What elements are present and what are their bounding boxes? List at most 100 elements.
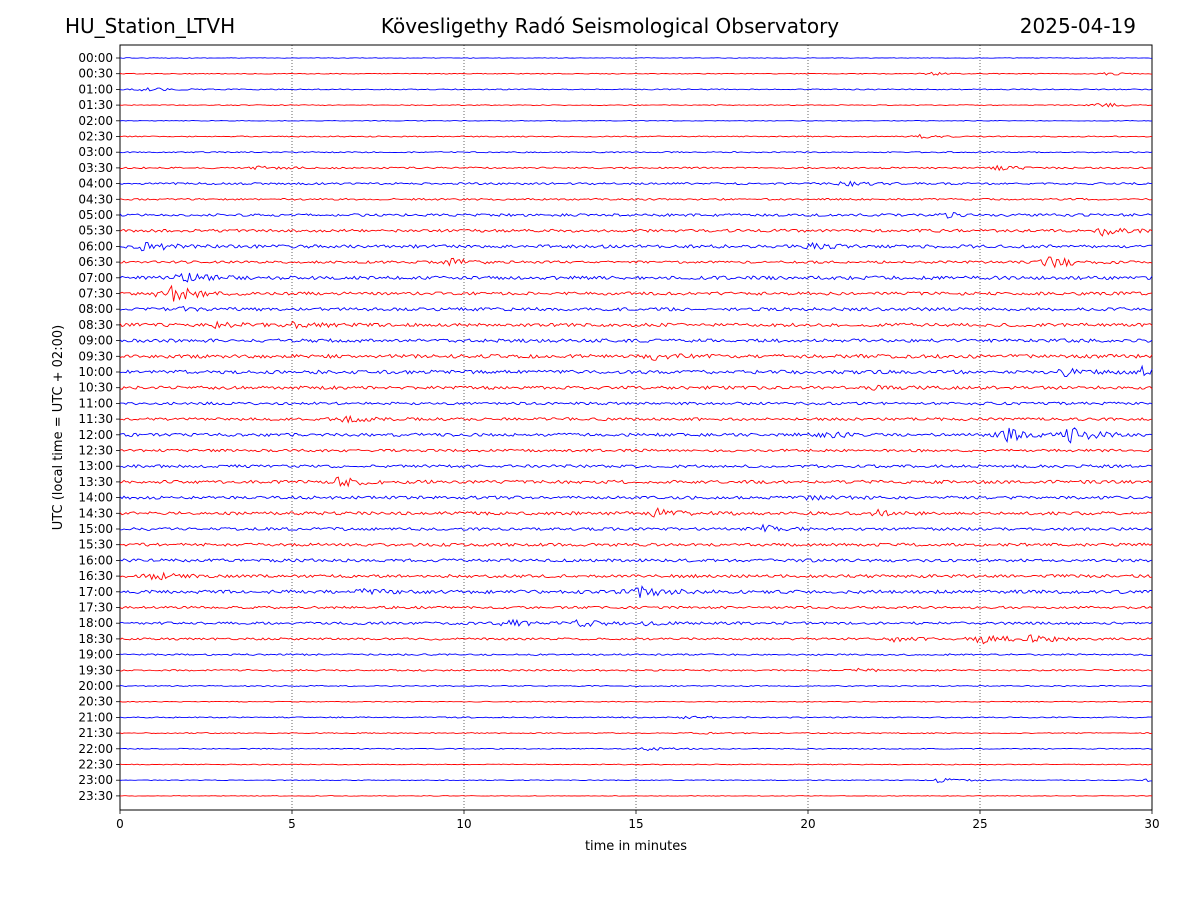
y-tick-label: 02:30 (78, 130, 113, 144)
station-name: HU_Station_LTVH (65, 14, 236, 38)
y-tick-label: 23:00 (78, 773, 113, 787)
trace-0000 (119, 57, 1153, 59)
y-tick-label: 22:30 (78, 758, 113, 772)
y-tick-label: 13:00 (78, 459, 113, 473)
trace-2030 (119, 700, 1153, 703)
trace-0100 (119, 87, 1153, 92)
y-tick-label: 10:30 (78, 381, 113, 395)
y-tick-label: 06:00 (78, 239, 113, 253)
trace-1630 (119, 571, 1153, 581)
y-tick-label: 11:00 (78, 396, 113, 410)
y-tick-label: 19:30 (78, 663, 113, 677)
y-tick-label: 05:00 (78, 208, 113, 222)
trace-2000 (119, 685, 1153, 687)
trace-1300 (119, 464, 1153, 469)
y-axis-label: UTC (local time = UTC + 02:00) (51, 325, 66, 530)
trace-0300 (119, 151, 1153, 154)
x-tick-label: 25 (972, 817, 987, 831)
trace-1530 (119, 542, 1153, 547)
trace-1500 (120, 523, 1153, 533)
trace-0200 (119, 120, 1153, 122)
trace-1130 (119, 414, 1153, 424)
y-tick-label: 18:30 (78, 632, 113, 646)
trace-0830 (119, 320, 1153, 330)
trace-0430 (119, 197, 1153, 201)
y-tick-label: 13:30 (78, 475, 113, 489)
trace-1800 (119, 618, 1153, 627)
y-tick-label: 09:30 (78, 349, 113, 363)
y-tick-label: 15:00 (78, 522, 113, 536)
y-tick-label: 12:00 (78, 428, 113, 442)
trace-0030 (119, 71, 1153, 76)
trace-2200 (119, 747, 1153, 752)
trace-0530 (119, 227, 1153, 237)
y-tick-label: 22:00 (78, 742, 113, 756)
x-tick-label: 15 (628, 817, 643, 831)
trace-0230 (120, 133, 1153, 139)
y-tick-label: 04:00 (78, 177, 113, 191)
x-tick-label: 5 (288, 817, 296, 831)
trace-1030 (119, 384, 1153, 391)
y-tick-label: 03:30 (78, 161, 113, 175)
y-tick-label: 14:30 (78, 506, 113, 520)
trace-1700 (120, 585, 1153, 598)
y-tick-label: 23:30 (78, 789, 113, 803)
trace-0500 (119, 211, 1153, 219)
trace-1830 (119, 634, 1153, 645)
y-tick-label: 07:00 (78, 271, 113, 285)
trace-1400 (119, 494, 1153, 501)
y-tick-label: 00:30 (78, 67, 113, 81)
y-tick-label: 17:00 (78, 585, 113, 599)
trace-0400 (119, 180, 1153, 188)
y-tick-label: 01:30 (78, 98, 113, 112)
y-tick-label: 08:00 (78, 302, 113, 316)
x-tick-label: 30 (1144, 817, 1159, 831)
x-tick-label: 0 (116, 817, 124, 831)
y-tick-label: 16:30 (78, 569, 113, 583)
trace-1200 (119, 427, 1153, 444)
x-axis-label: time in minutes (585, 839, 687, 854)
trace-0600 (119, 241, 1153, 252)
y-tick-label: 07:30 (78, 287, 113, 301)
chart-title: Kövesligethy Radó Seismological Observat… (380, 14, 840, 38)
trace-2230 (119, 763, 1153, 766)
y-tick-label: 17:30 (78, 601, 113, 615)
trace-2330 (120, 795, 1153, 797)
trace-1930 (119, 667, 1153, 673)
trace-1900 (119, 653, 1153, 656)
trace-0630 (120, 256, 1153, 269)
x-tick-label: 10 (456, 817, 471, 831)
y-tick-label: 20:00 (78, 679, 113, 693)
y-tick-label: 16:00 (78, 553, 113, 567)
trace-2100 (119, 715, 1153, 720)
trace-1430 (119, 507, 1153, 518)
trace-0930 (119, 353, 1153, 361)
y-tick-label: 21:00 (78, 710, 113, 724)
y-tick-label: 20:30 (78, 695, 113, 709)
trace-1100 (120, 401, 1153, 406)
y-tick-label: 06:30 (78, 255, 113, 269)
y-tick-label: 19:00 (78, 648, 113, 662)
y-tick-label: 08:30 (78, 318, 113, 332)
y-tick-label: 21:30 (78, 726, 113, 740)
trace-0130 (119, 102, 1153, 108)
y-tick-label: 14:00 (78, 491, 113, 505)
y-tick-label: 12:30 (78, 444, 113, 458)
y-tick-label: 00:00 (78, 51, 113, 65)
y-tick-label: 01:00 (78, 82, 113, 96)
trace-2300 (119, 777, 1152, 784)
y-tick-label: 02:00 (78, 114, 113, 128)
trace-0730 (119, 284, 1153, 302)
trace-1000 (119, 364, 1153, 377)
trace-0330 (120, 164, 1153, 172)
trace-0700 (119, 272, 1153, 283)
y-tick-label: 05:30 (78, 224, 113, 238)
y-tick-label: 10:00 (78, 365, 113, 379)
y-tick-label: 04:30 (78, 192, 113, 206)
trace-0900 (119, 338, 1153, 344)
trace-1730 (119, 605, 1153, 610)
y-tick-label: 18:00 (78, 616, 113, 630)
trace-2130 (119, 731, 1153, 735)
trace-0800 (119, 305, 1153, 312)
